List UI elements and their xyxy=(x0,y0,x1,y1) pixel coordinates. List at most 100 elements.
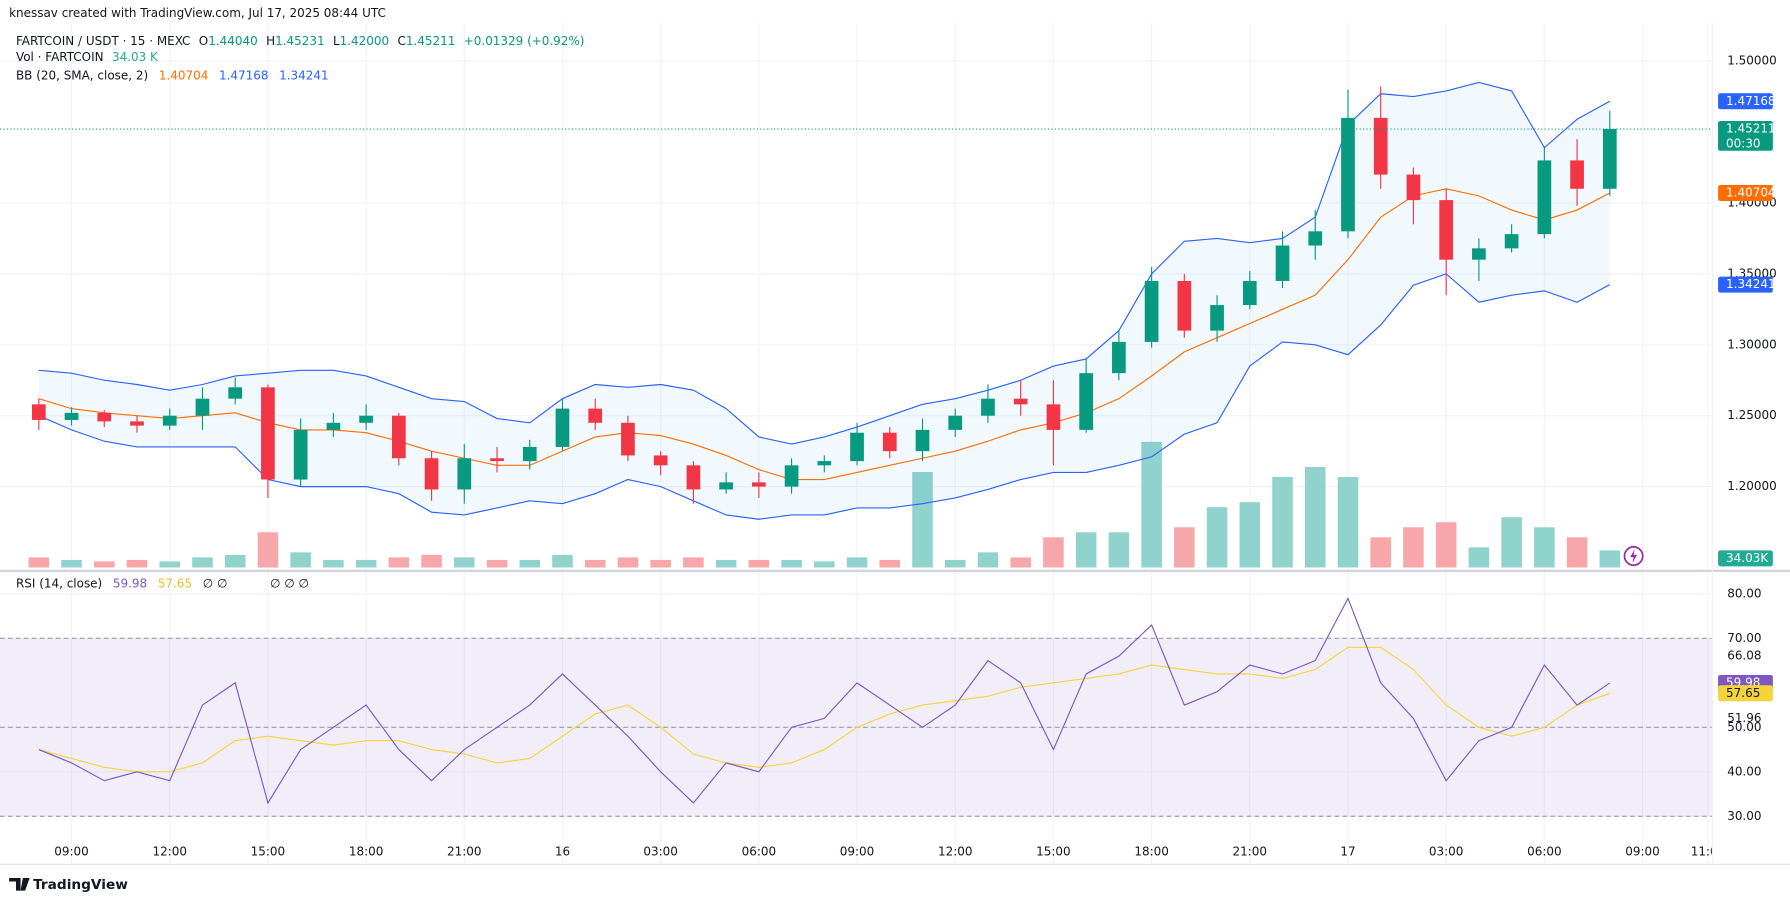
volume-bar xyxy=(192,557,213,568)
volume-bar xyxy=(617,557,639,568)
volume-bar xyxy=(290,552,311,568)
last-price-tag-bg xyxy=(1718,121,1773,151)
volume-bar xyxy=(1043,537,1064,568)
candle-body xyxy=(1112,341,1126,374)
rsi-tick-label: 30.00 xyxy=(1727,809,1761,823)
candle-body xyxy=(457,458,472,490)
bb-fill xyxy=(38,82,1610,520)
candle-body xyxy=(1144,280,1159,342)
volume-name: Vol · FARTCOIN xyxy=(16,50,104,64)
bb-basis-value: 1.40704 xyxy=(159,68,208,82)
attribution: knessav created with TradingView.com, Ju… xyxy=(9,6,386,20)
symbol-legend: FARTCOIN / USDT · 15 · MEXC O1.44040 H1.… xyxy=(16,34,584,48)
x-tick-label: 15:00 xyxy=(251,844,285,858)
bb-lower-value: 1.34241 xyxy=(279,68,328,82)
volume-bar xyxy=(584,559,606,568)
rsi-level-label: 51.96 xyxy=(1727,711,1761,725)
volume-bar xyxy=(650,559,671,568)
candle-body xyxy=(588,408,603,423)
rsi-ma-value: 57.65 xyxy=(158,576,192,590)
change: +0.01329 (+0.92%) xyxy=(464,34,585,48)
x-tick-label: 18:00 xyxy=(1134,844,1168,858)
volume-bar xyxy=(552,554,573,568)
low-value: 1.42000 xyxy=(340,34,389,48)
rsi-legend: RSI (14, close) 59.98 57.65 ∅ ∅ ∅ ∅ ∅ xyxy=(16,576,309,590)
candle-body xyxy=(621,422,635,456)
candle-body xyxy=(981,398,995,416)
brand: TradingView xyxy=(33,877,128,893)
candle-body xyxy=(1341,117,1355,232)
volume-bar xyxy=(781,559,802,568)
volume-bar xyxy=(1206,507,1228,568)
candle-body xyxy=(1308,231,1323,246)
candle-body xyxy=(1275,245,1290,281)
volume-bar xyxy=(126,559,148,568)
volume-value: 34.03 K xyxy=(112,50,159,64)
rsi-value: 59.98 xyxy=(113,576,147,590)
volume-bar xyxy=(28,557,50,568)
candle-body xyxy=(326,422,341,430)
x-tick-label: 16 xyxy=(555,844,570,858)
rsi-tick-label: 40.00 xyxy=(1727,764,1761,778)
volume-bar xyxy=(93,561,115,568)
low-key: L xyxy=(333,34,340,48)
volume-bar xyxy=(1108,532,1130,568)
bb-upper-value: 1.47168 xyxy=(219,68,268,82)
bb-basis-tag: 1.40704 xyxy=(1726,185,1775,199)
x-tick-label: 03:00 xyxy=(643,844,677,858)
x-tick-label: 18:00 xyxy=(349,844,383,858)
symbol: FARTCOIN / USDT · 15 · MEXC xyxy=(16,34,190,48)
volume-bar xyxy=(1304,466,1326,568)
x-tick-label: 12:00 xyxy=(938,844,972,858)
candle-body xyxy=(1472,248,1486,260)
x-tick-label: 21:00 xyxy=(447,844,481,858)
candle-body xyxy=(555,408,570,447)
volume-bar xyxy=(1370,537,1391,568)
x-tick-label: 17 xyxy=(1340,844,1355,858)
x-tick-label: 21:00 xyxy=(1233,844,1267,858)
candle-body xyxy=(752,482,766,487)
candle-body xyxy=(1210,305,1224,331)
alert-icon[interactable] xyxy=(1623,546,1644,567)
bb-lower-tag-bg xyxy=(1718,276,1773,293)
candle-body xyxy=(64,412,79,420)
volume-legend: Vol · FARTCOIN 34.03 K xyxy=(16,50,159,64)
candle-body xyxy=(1013,398,1028,405)
candle-body xyxy=(1046,404,1061,430)
rsi-ma-tag: 57.65 xyxy=(1726,686,1760,700)
volume-bar xyxy=(683,557,704,568)
volume-bar xyxy=(388,557,410,568)
high-value: 1.45231 xyxy=(275,34,324,48)
volume-bar xyxy=(1141,441,1162,568)
rsi-empty-a: ∅ ∅ xyxy=(203,576,228,590)
volume-bar xyxy=(323,559,344,568)
volume-tag: 34.03K xyxy=(1726,551,1769,565)
volume-bar xyxy=(1010,557,1031,568)
candle-body xyxy=(882,432,897,452)
rsi-name: RSI (14, close) xyxy=(16,576,102,590)
candle-body xyxy=(490,458,504,462)
volume-bar xyxy=(454,557,475,568)
volume-bar xyxy=(977,552,999,568)
bb-name: BB (20, SMA, close, 2) xyxy=(16,68,148,82)
candle-body xyxy=(97,412,112,422)
candle-body xyxy=(719,482,733,490)
volume-bar xyxy=(1501,517,1522,568)
volume-bar xyxy=(1566,537,1588,568)
x-tick-label: 09:00 xyxy=(1625,844,1659,858)
rsi-tick-label: 80.00 xyxy=(1727,586,1761,600)
x-tick-label: 06:00 xyxy=(742,844,776,858)
candle-body xyxy=(850,432,864,462)
candle-body xyxy=(424,458,439,490)
candle-body xyxy=(162,415,177,426)
volume-bar xyxy=(1239,502,1261,568)
logo-icon xyxy=(9,878,30,891)
candle-body xyxy=(915,429,930,452)
candle-body xyxy=(1079,373,1093,430)
candle-body xyxy=(130,421,144,426)
rsi-line xyxy=(38,596,1611,805)
volume-tag-bg xyxy=(1718,550,1773,567)
volume-bar xyxy=(61,559,82,568)
candle-body xyxy=(948,415,963,430)
